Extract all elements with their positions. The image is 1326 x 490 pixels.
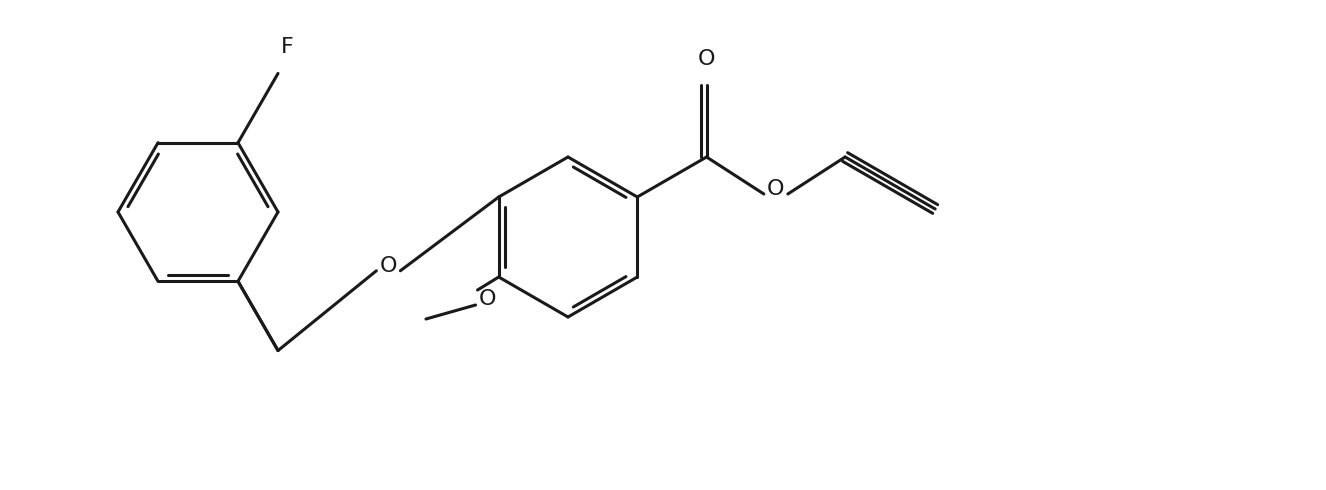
Text: O: O — [697, 49, 715, 69]
Text: O: O — [379, 256, 396, 276]
Text: O: O — [479, 289, 496, 309]
Text: F: F — [281, 37, 294, 57]
Text: O: O — [768, 179, 785, 199]
